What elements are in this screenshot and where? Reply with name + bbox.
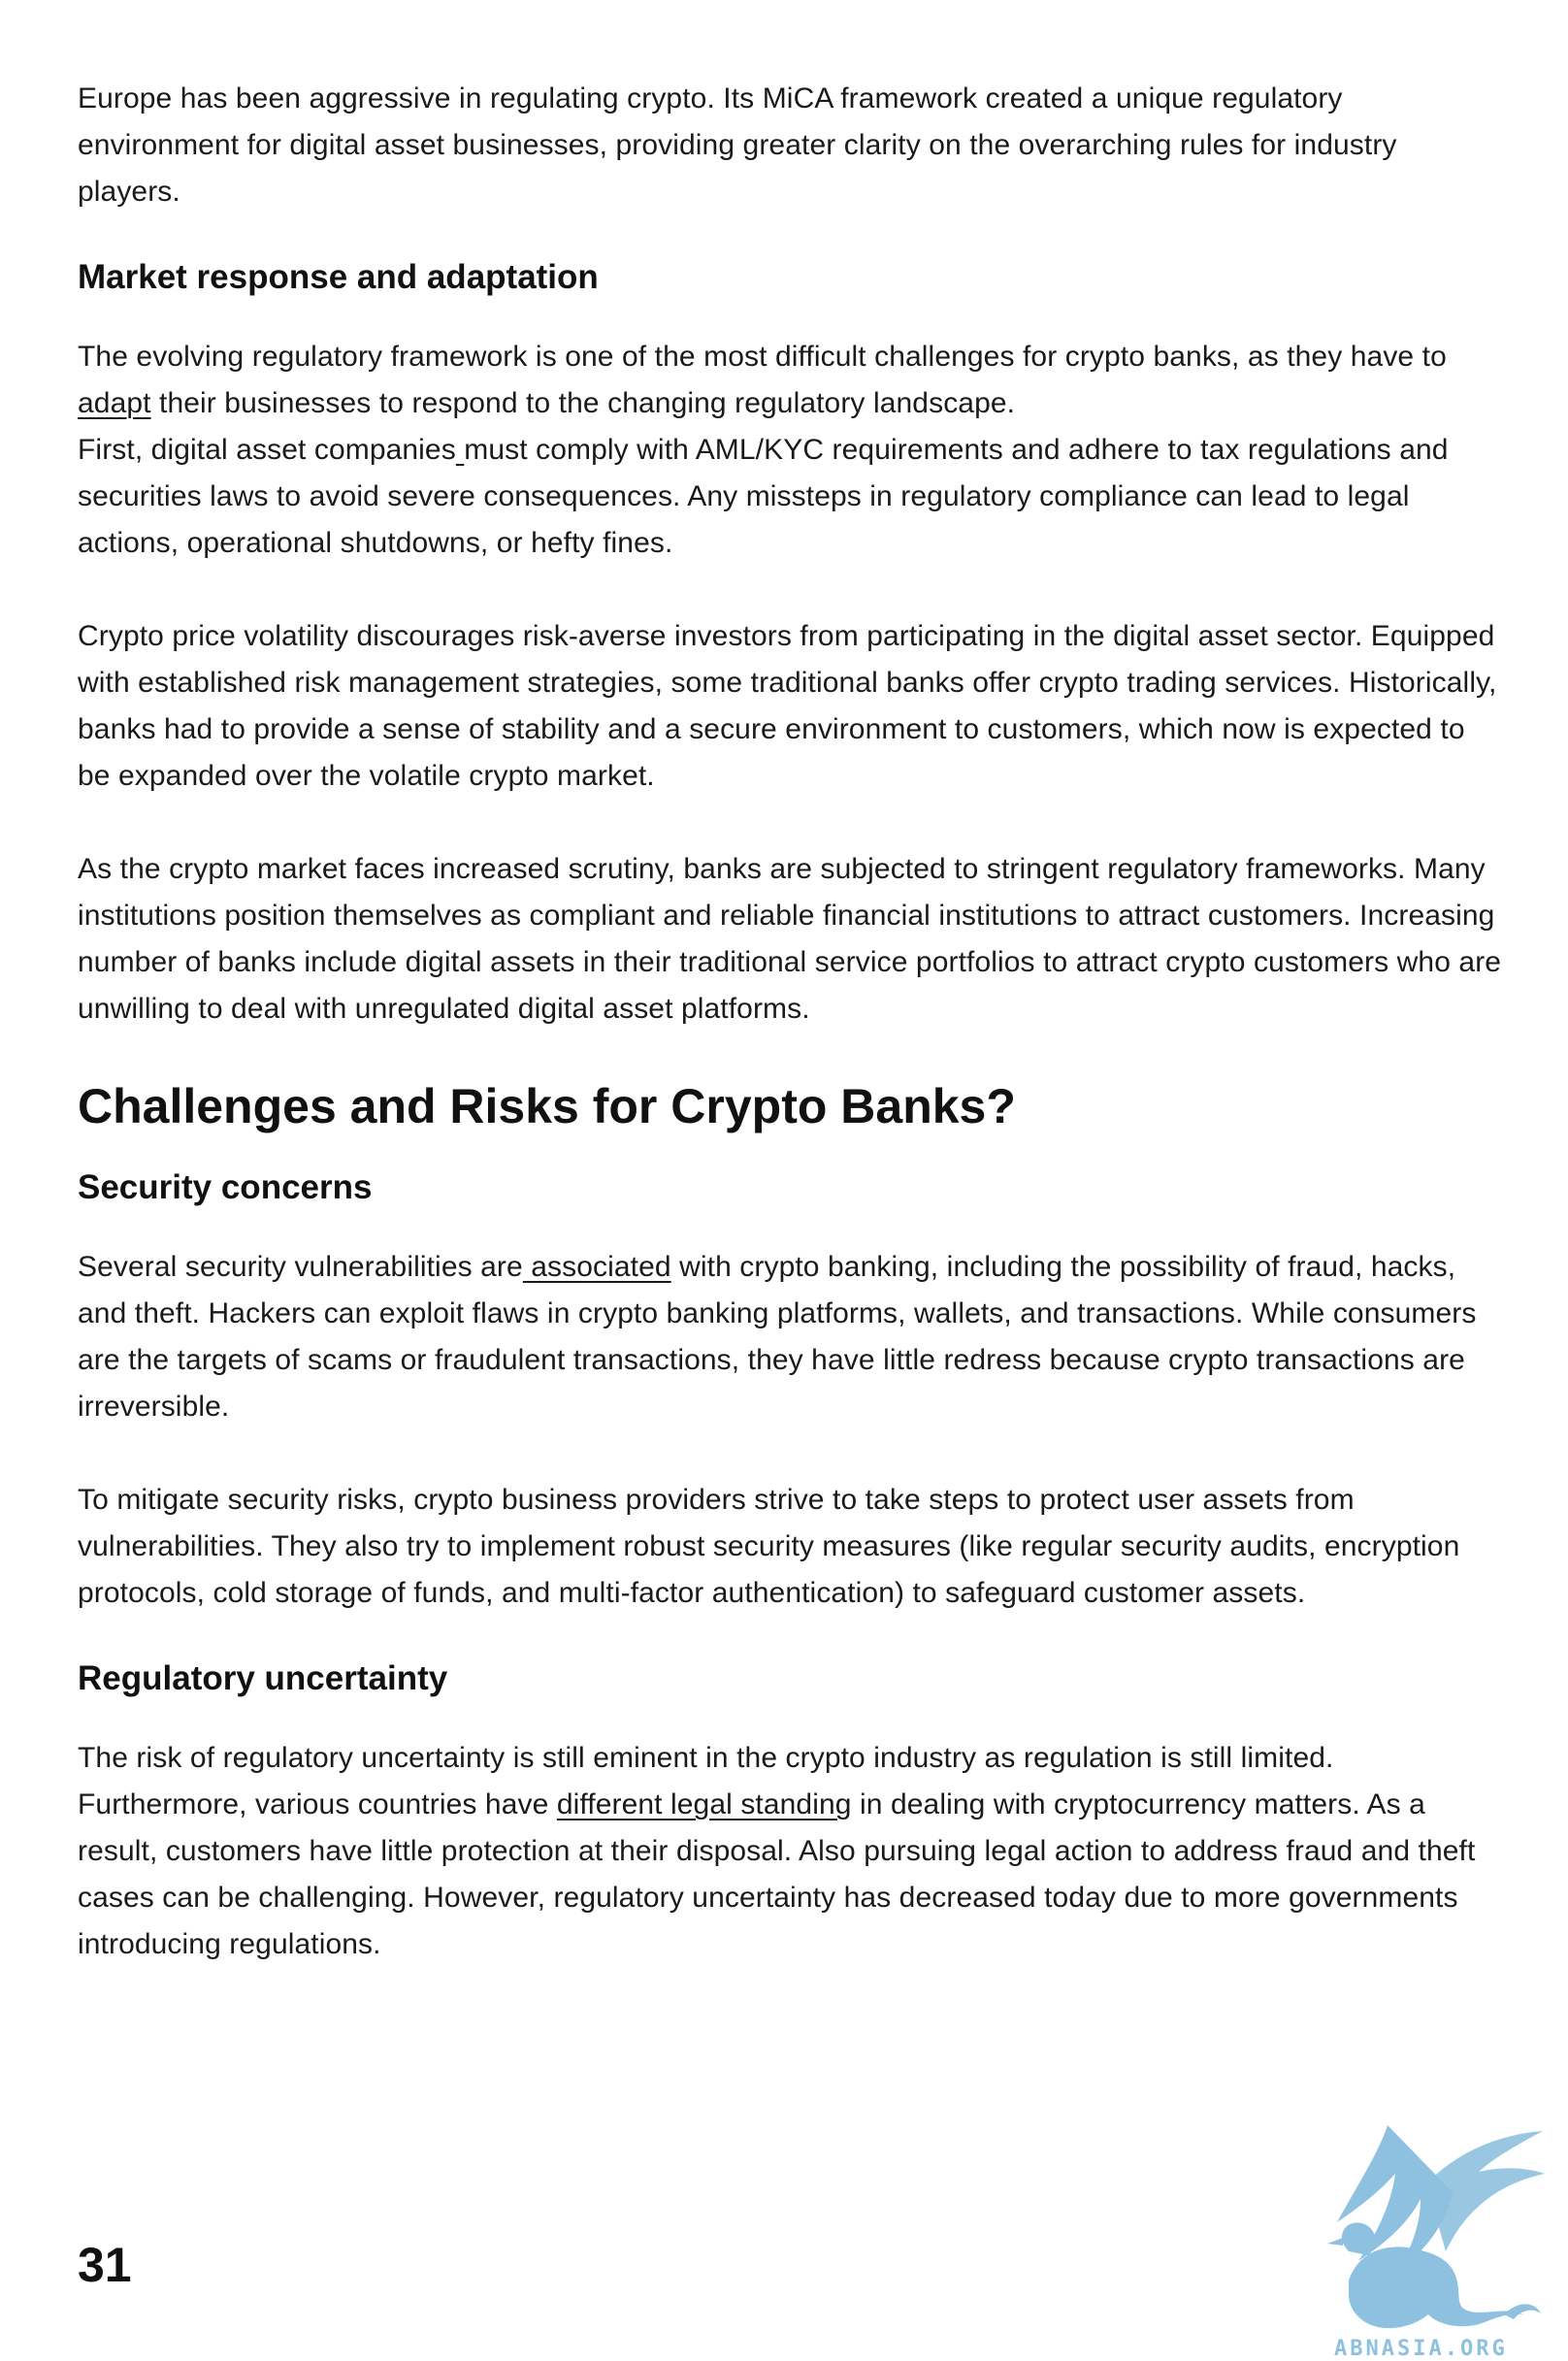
scrutiny-paragraph: As the crypto market faces increased scr… xyxy=(78,853,1502,1025)
different-legal-standing-link[interactable]: different legal standing xyxy=(556,1788,852,1820)
associated-link[interactable]: associated xyxy=(522,1251,671,1283)
regulatory-paragraph: The risk of regulatory uncertainty is st… xyxy=(78,1735,1504,1968)
text-segment: their businesses to respond to the chang… xyxy=(150,387,1016,419)
security-paragraph-2: To mitigate security risks, crypto busin… xyxy=(78,1484,1460,1609)
griffin-logo-icon xyxy=(1320,2115,1552,2344)
volatility-paragraph: Crypto price volatility discourages risk… xyxy=(78,620,1497,792)
regulatory-uncertainty-heading: Regulatory uncertainty xyxy=(78,1659,448,1697)
logo-wordmark: ABNASIA.ORG xyxy=(1334,2337,1508,2361)
market-response-paragraph-2: First, digital asset companies must comp… xyxy=(78,427,1504,567)
text-segment: First, digital asset companies xyxy=(78,434,456,466)
text-segment: The evolving regulatory framework is one… xyxy=(78,341,1447,373)
text-segment: The risk of regulatory uncertainty is st… xyxy=(78,1742,1334,1820)
intro-paragraph: Europe has been aggressive in regulating… xyxy=(78,82,1397,208)
document-page: Europe has been aggressive in regulating… xyxy=(78,76,1504,1968)
text-segment: Several security vulnerabilities are xyxy=(78,1251,523,1283)
market-response-heading: Market response and adaptation xyxy=(78,258,599,296)
text-segment: must comply with AML/KYC requirements an… xyxy=(78,434,1449,559)
inline-link[interactable] xyxy=(456,434,464,466)
security-paragraph-1: Several security vulnerabilities are ass… xyxy=(78,1244,1504,1430)
text-segment: with crypto banking, including the possi… xyxy=(78,1251,1477,1423)
challenges-heading: Challenges and Risks for Crypto Banks? xyxy=(78,1079,1016,1133)
adapt-link[interactable]: adapt xyxy=(78,387,151,419)
security-concerns-heading: Security concerns xyxy=(78,1168,373,1206)
page-number: 31 xyxy=(78,2238,132,2292)
market-response-paragraph-1: The evolving regulatory framework is one… xyxy=(78,334,1504,427)
text-segment: in dealing with cryptocurrency matters. … xyxy=(78,1788,1476,1960)
